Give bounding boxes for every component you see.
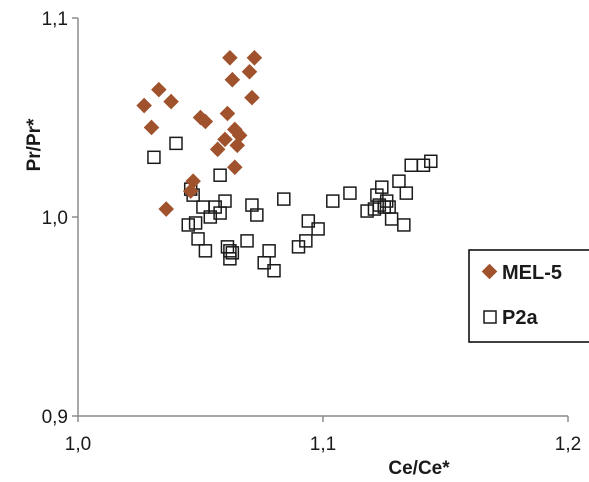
data-point-p2a	[399, 186, 414, 200]
data-point-p2a	[191, 232, 205, 246]
data-point-mel-5	[246, 50, 263, 66]
data-point-p2a	[311, 222, 325, 236]
data-point-p2a	[223, 244, 237, 258]
data-point-mel-5	[224, 71, 241, 88]
data-point-p2a	[372, 198, 387, 212]
data-point-mel-5	[197, 113, 214, 130]
x-axis-title: Ce/Ce*	[388, 458, 450, 479]
data-point-mel-5	[163, 93, 179, 110]
data-point-p2a	[416, 158, 431, 173]
data-point-mel-5	[244, 89, 260, 106]
legend-label-mel-5: MEL-5	[502, 262, 562, 284]
y-tick-label: 1,1	[42, 9, 68, 30]
data-point-mel-5	[158, 201, 174, 217]
y-tick-label: 1,0	[42, 208, 68, 229]
legend-label-p2a: P2a	[502, 307, 538, 329]
data-point-p2a	[198, 244, 213, 258]
data-point-p2a	[218, 194, 232, 208]
data-point-mel-5	[136, 97, 152, 114]
data-point-p2a	[147, 150, 161, 165]
data-point-p2a	[169, 136, 183, 151]
data-point-mel-5	[219, 105, 236, 122]
data-point-p2a	[213, 168, 227, 182]
data-point-mel-5	[227, 159, 243, 176]
data-point-p2a	[262, 244, 276, 258]
data-point-mel-5	[143, 119, 160, 136]
data-point-p2a	[240, 234, 254, 248]
data-point-p2a	[225, 246, 240, 260]
data-point-p2a	[245, 198, 259, 212]
data-point-p2a	[384, 212, 399, 226]
data-point-p2a	[267, 263, 281, 278]
x-tick-label: 1,2	[555, 434, 581, 455]
data-point-mel-5	[231, 127, 248, 144]
legend-marker-p2a	[483, 310, 497, 324]
data-point-p2a	[188, 216, 203, 230]
data-point-p2a	[250, 208, 264, 222]
x-tick-label: 1,1	[310, 434, 336, 455]
data-point-p2a	[326, 194, 340, 208]
data-point-p2a	[424, 154, 438, 169]
data-point-p2a	[277, 192, 291, 206]
y-tick-label: 0,9	[42, 407, 68, 428]
data-point-p2a	[404, 158, 418, 173]
data-point-p2a	[392, 174, 406, 188]
data-point-mel-5	[151, 81, 167, 98]
legend: MEL-5 P2a	[468, 249, 589, 343]
data-point-p2a	[367, 202, 382, 216]
data-point-p2a	[343, 186, 357, 200]
data-point-mel-5	[222, 50, 238, 66]
data-point-mel-5	[217, 131, 233, 148]
plot-marks	[136, 50, 438, 278]
data-point-p2a	[299, 234, 313, 248]
data-point-mel-5	[185, 173, 201, 189]
data-point-p2a	[397, 218, 411, 232]
data-point-mel-5	[241, 63, 258, 80]
data-point-p2a	[375, 180, 389, 194]
x-tick-label: 1,0	[65, 434, 91, 455]
data-point-p2a	[203, 210, 218, 224]
y-axis-title: Pr/Pr*	[24, 118, 45, 171]
data-point-p2a	[301, 214, 316, 228]
data-point-p2a	[181, 218, 195, 232]
axis-ticks: 1,0 1,1 1,2 0,9 1,0 1,1	[42, 9, 582, 455]
data-point-mel-5	[209, 141, 226, 158]
